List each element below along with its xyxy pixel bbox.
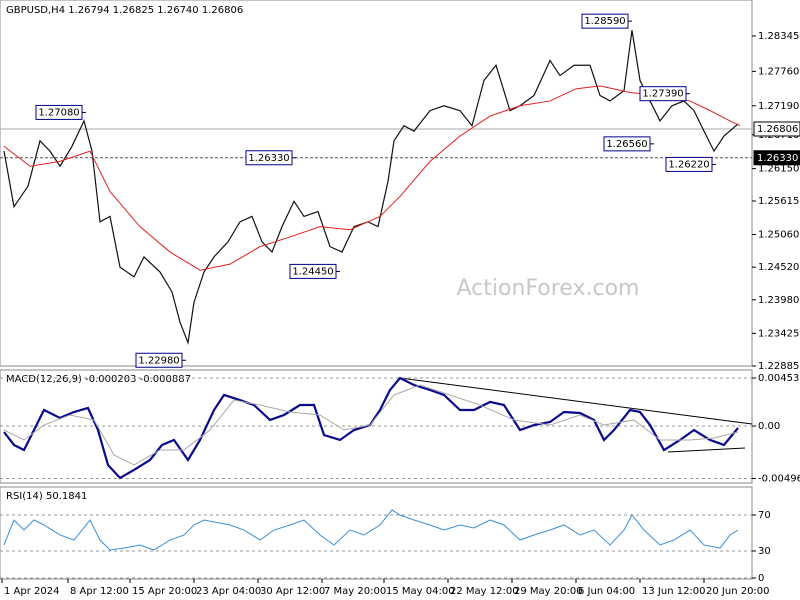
y-tick-label: 30 [758, 546, 771, 557]
y-tick-label: 1.28345 [758, 31, 799, 42]
y-tick-label: 0.004533 [758, 373, 800, 384]
x-tick-label: 1 Apr 2024 [4, 586, 59, 597]
series-line [3, 30, 739, 346]
x-tick-label: 20 Jun 20:00 [706, 586, 770, 597]
price-tag-label: 1.26806 [757, 124, 798, 135]
y-tick-label: 1.22885 [758, 361, 799, 372]
x-tick-label: 23 Apr 04:00 [196, 586, 261, 597]
y-tick-label: 0.00 [758, 421, 780, 432]
y-tick-label: 1.23425 [758, 328, 799, 339]
macd-trendline [667, 447, 746, 453]
annotation-label: 1.27080 [38, 107, 79, 118]
annotation-label: 1.27390 [642, 89, 683, 100]
price-tag [753, 121, 800, 137]
annotation-label: 1.26220 [668, 159, 709, 170]
annotation-label: 1.26330 [248, 153, 289, 164]
y-tick-label: 1.25615 [758, 196, 799, 207]
annotation-box [603, 136, 651, 152]
x-tick-label: 13 Jun 12:00 [642, 586, 706, 597]
y-tick-label: 1.27190 [758, 101, 799, 112]
annotation-box [245, 150, 293, 166]
x-tick-label: 6 Jun 04:00 [578, 586, 635, 597]
y-tick-label: 1.24520 [758, 262, 799, 273]
price-header: GBPUSD,H4 1.26794 1.26825 1.26740 1.2680… [6, 5, 243, 16]
y-tick-label: 1.23980 [758, 295, 799, 306]
y-tick-label: -0.00496 [758, 474, 800, 485]
x-tick-label: 22 May 12:00 [450, 586, 519, 597]
annotation-box [581, 13, 629, 29]
macd-trendline [399, 377, 753, 425]
y-tick-label: 70 [758, 510, 771, 521]
x-tick-label: 8 Apr 12:00 [70, 586, 129, 597]
annotation-box [665, 156, 713, 172]
annotation-box [135, 352, 183, 368]
y-tick-label: 0 [758, 573, 764, 584]
annotation-label: 1.22980 [138, 355, 179, 366]
price-tag [753, 150, 800, 166]
annotation-label: 1.26560 [606, 139, 647, 150]
annotation-box [639, 86, 687, 102]
annotation-label: 1.28590 [584, 16, 625, 27]
x-tick-label: 15 Apr 20:00 [132, 586, 197, 597]
x-tick-label: 30 Apr 12:00 [260, 586, 325, 597]
price-tag-label: 1.26330 [757, 153, 798, 164]
y-tick-label: 1.25060 [758, 230, 799, 241]
macd-panel [0, 369, 753, 484]
series-line [3, 85, 741, 271]
y-tick-label: 1.27760 [758, 66, 799, 77]
series-line [3, 384, 739, 466]
rsi-panel [0, 486, 753, 580]
rsi-header: RSI(14) 50.1841 [6, 491, 87, 502]
y-tick-label: 1.26150 [758, 164, 799, 175]
annotation-box [35, 104, 83, 120]
x-tick-label: 15 May 04:00 [386, 586, 455, 597]
annotation-box [289, 263, 337, 279]
series-line [3, 376, 739, 480]
x-tick-label: 7 May 20:00 [324, 586, 386, 597]
watermark: ActionForex.com [457, 276, 640, 301]
x-tick-label: 29 May 20:00 [514, 586, 583, 597]
series-line [3, 509, 739, 551]
annotation-label: 1.24450 [292, 266, 333, 277]
macd-header: MACD(12,26,9) -0.000203 -0.000887 [6, 374, 191, 385]
price-panel [0, 0, 753, 367]
